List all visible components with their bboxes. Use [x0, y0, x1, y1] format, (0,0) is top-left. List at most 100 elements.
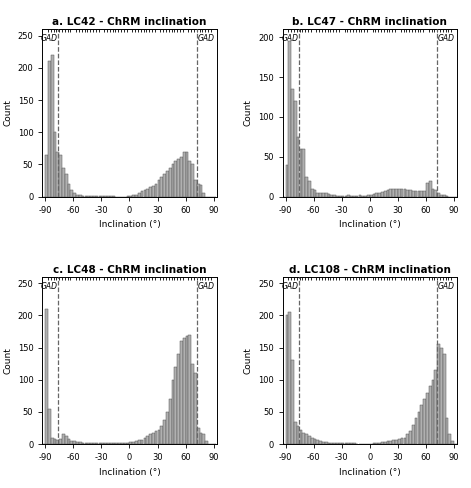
Bar	[87, 196, 90, 197]
Bar	[197, 428, 200, 444]
Bar	[194, 373, 197, 444]
Bar	[294, 101, 297, 197]
Bar	[331, 195, 333, 197]
Bar	[51, 55, 54, 197]
Y-axis label: Count: Count	[244, 347, 252, 374]
Bar	[45, 155, 48, 197]
Bar	[87, 443, 90, 444]
Bar	[101, 196, 104, 197]
Bar	[76, 442, 79, 444]
Bar	[54, 132, 57, 197]
Bar	[401, 438, 404, 444]
Bar	[288, 41, 291, 197]
Bar	[429, 181, 431, 197]
Bar	[431, 188, 434, 197]
Bar	[110, 196, 113, 197]
Bar	[311, 438, 314, 444]
Bar	[322, 442, 325, 444]
Bar	[319, 193, 322, 197]
Bar	[451, 441, 454, 444]
Bar	[361, 196, 364, 197]
Bar	[81, 443, 84, 444]
Bar	[107, 196, 110, 197]
Bar	[392, 440, 395, 444]
Bar	[426, 183, 429, 197]
Text: GAD: GAD	[197, 34, 214, 43]
Bar	[440, 347, 443, 444]
Bar	[387, 441, 390, 444]
Bar	[443, 354, 446, 444]
Bar	[356, 196, 358, 197]
Bar	[79, 442, 81, 444]
Bar	[404, 438, 406, 444]
Bar	[171, 380, 174, 444]
Bar	[429, 386, 431, 444]
Bar	[317, 440, 319, 444]
Y-axis label: Count: Count	[244, 100, 252, 126]
Bar	[71, 441, 73, 444]
Bar	[331, 443, 333, 444]
Bar	[130, 196, 132, 197]
Bar	[305, 177, 308, 197]
Bar	[132, 442, 135, 444]
Bar	[437, 345, 440, 444]
Bar	[297, 426, 300, 444]
Bar	[328, 194, 330, 197]
Bar	[314, 439, 317, 444]
Bar	[146, 436, 149, 444]
Title: c. LC48 - ChRM inclination: c. LC48 - ChRM inclination	[53, 264, 206, 275]
Bar	[98, 196, 101, 197]
Bar	[409, 190, 412, 197]
X-axis label: Inclination (°): Inclination (°)	[339, 468, 401, 477]
Bar	[333, 195, 336, 197]
Bar	[418, 412, 420, 444]
Y-axis label: Count: Count	[3, 100, 12, 126]
Bar	[127, 443, 130, 444]
Bar	[412, 191, 414, 197]
Bar	[423, 399, 426, 444]
Bar	[347, 195, 350, 197]
Bar	[45, 309, 48, 444]
Bar	[302, 432, 305, 444]
Bar	[188, 335, 191, 444]
Bar	[186, 151, 188, 197]
Bar	[367, 195, 370, 197]
Bar	[398, 439, 401, 444]
Bar	[390, 189, 392, 197]
Bar	[144, 190, 146, 197]
Bar	[141, 440, 144, 444]
Bar	[203, 193, 205, 197]
Bar	[300, 149, 302, 197]
Bar	[317, 193, 319, 197]
Bar	[183, 338, 186, 444]
Bar	[149, 434, 152, 444]
Bar	[200, 432, 203, 444]
Bar	[294, 422, 297, 444]
Bar	[171, 164, 174, 197]
Bar	[291, 361, 294, 444]
Bar	[48, 61, 51, 197]
Bar	[197, 183, 200, 197]
Bar	[378, 443, 381, 444]
Bar	[446, 196, 448, 197]
Bar	[200, 185, 203, 197]
Bar	[308, 181, 311, 197]
Bar	[322, 193, 325, 197]
Bar	[448, 434, 451, 444]
Bar	[138, 440, 141, 444]
Bar	[180, 341, 183, 444]
Bar	[440, 195, 443, 197]
Bar	[155, 431, 157, 444]
Bar	[158, 430, 160, 444]
Bar	[73, 193, 76, 197]
Bar	[300, 430, 302, 444]
Bar	[152, 433, 154, 444]
Bar	[65, 174, 67, 197]
Bar	[144, 438, 146, 444]
Bar	[163, 420, 166, 444]
Bar	[291, 89, 294, 197]
Bar	[384, 442, 387, 444]
Bar	[423, 191, 426, 197]
Bar	[381, 442, 384, 444]
Bar	[138, 193, 141, 197]
